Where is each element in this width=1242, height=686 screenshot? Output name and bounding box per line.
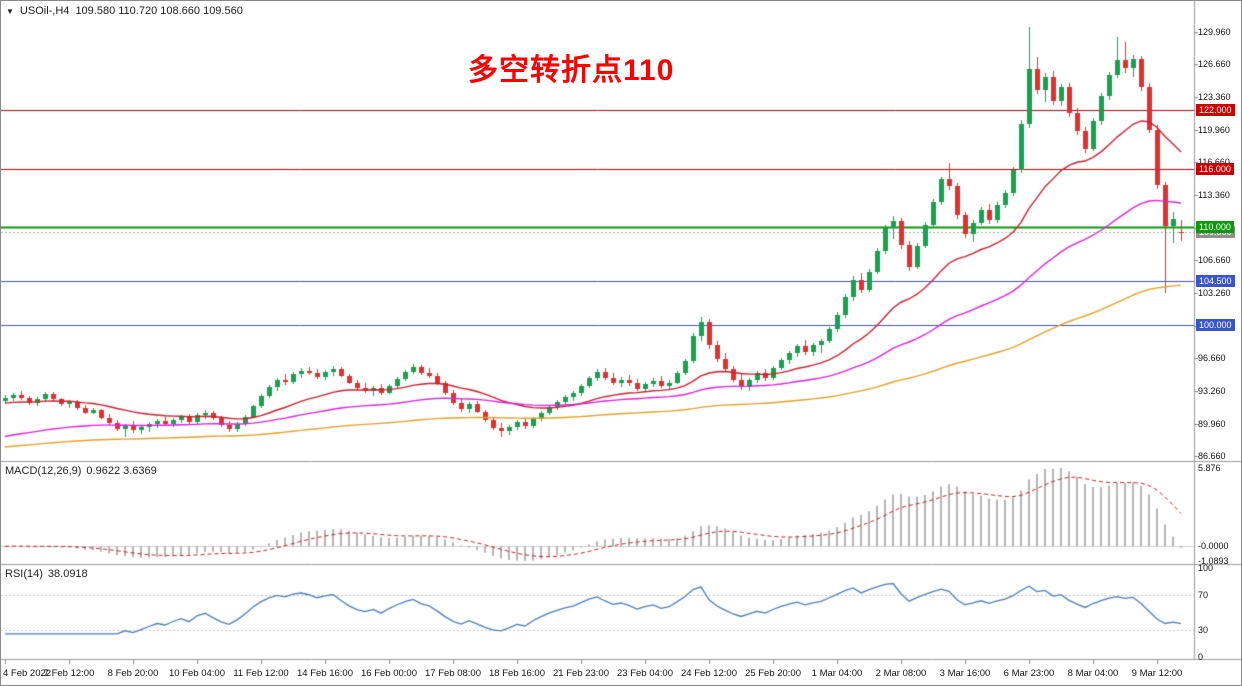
time-axis-label: 17 Feb 08:00 (425, 668, 481, 679)
time-axis-label: 6 Mar 23:00 (1003, 668, 1055, 679)
time-axis-label: 9 Mar 12:00 (1131, 668, 1183, 679)
time-axis-label: 11 Feb 12:00 (233, 668, 289, 679)
macd-indicator-label: MACD(12,26,9) 0.9622 3.6369 (5, 465, 162, 477)
price-level-badge: 104.500 (1196, 275, 1235, 287)
rsi-axis-label: 30 (1198, 625, 1209, 635)
macd-axis-label: -1.0893 (1198, 556, 1229, 566)
rsi-value-label: 38.0918 (47, 568, 88, 580)
macd-values-label: 0.9622 3.6369 (86, 465, 157, 477)
price-axis-label: 116.660 (1198, 157, 1230, 167)
macd-axis-label: -0.0000 (1198, 541, 1229, 551)
time-axis-label: 7 Feb 12:00 (43, 668, 95, 679)
time-axis-label: 23 Feb 04:00 (617, 668, 673, 679)
price-axis-label: 113.360 (1198, 190, 1230, 200)
price-axis-label: 93.260 (1198, 386, 1226, 396)
time-axis-label: 10 Feb 04:00 (169, 668, 225, 679)
price-axis-label: 106.660 (1198, 255, 1231, 265)
time-axis-label: 16 Feb 00:00 (361, 668, 417, 679)
chart-title-bar: ▼ USOil-,H4 109.580 110.720 108.660 109.… (6, 5, 243, 17)
price-axis-label: 129.960 (1198, 27, 1231, 37)
time-axis-label: 25 Feb 20:00 (745, 668, 801, 679)
price-axis-label: 86.660 (1198, 451, 1226, 461)
time-axis-label: 8 Mar 04:00 (1067, 668, 1119, 679)
price-level-badge: 110.000 (1196, 221, 1234, 233)
time-axis-label: 2 Mar 08:00 (875, 668, 927, 679)
price-level-badge: 122.000 (1196, 104, 1235, 116)
time-axis-label: 4 Feb 2022 (3, 668, 52, 679)
time-axis-label: 1 Mar 04:00 (811, 668, 863, 679)
rsi-axis-label: 100 (1198, 563, 1214, 573)
price-axis-label: 119.960 (1198, 125, 1230, 135)
macd-name-label: MACD(12,26,9) (5, 465, 82, 477)
annotation-text: 多空转折点110 (468, 54, 675, 87)
price-axis-label: 103.260 (1198, 288, 1231, 298)
macd-axis-label: 5.876 (1198, 463, 1221, 473)
price-level-badge: 116.000 (1196, 163, 1234, 175)
price-level-badge: 100.000 (1196, 319, 1235, 331)
time-axis-label: 8 Feb 20:00 (107, 668, 159, 679)
time-axis-label: 24 Feb 12:00 (681, 668, 737, 679)
time-axis-label: 18 Feb 16:00 (489, 668, 545, 679)
rsi-axis-label: 0 (1198, 652, 1204, 662)
rsi-indicator-label: RSI(14) 38.0918 (5, 568, 93, 580)
time-axis-label: 3 Mar 16:00 (939, 668, 991, 679)
time-axis-label: 14 Feb 16:00 (297, 668, 353, 679)
price-axis-label: 126.660 (1198, 59, 1231, 69)
price-axis-label: 89.960 (1198, 419, 1226, 429)
rsi-axis-label: 70 (1198, 590, 1209, 600)
symbol-period-label: USOil-,H4 (19, 5, 70, 17)
time-axis-label: 21 Feb 23:00 (553, 668, 609, 679)
price-axis-label: 96.660 (1198, 353, 1226, 363)
chevron-down-icon[interactable]: ▼ (6, 6, 14, 16)
rsi-name-label: RSI(14) (5, 568, 43, 580)
price-axis-label: 123.360 (1198, 92, 1231, 102)
ohlc-values-label: 109.580 110.720 108.660 109.560 (75, 5, 243, 17)
